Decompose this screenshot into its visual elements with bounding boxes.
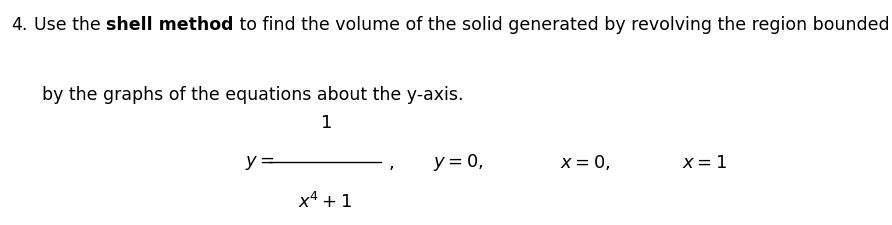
Text: $y = 0,$: $y = 0,$	[433, 152, 483, 172]
Text: $x = 0,$: $x = 0,$	[560, 153, 611, 171]
Text: $y =$: $y =$	[245, 153, 275, 171]
Text: 4.: 4.	[11, 16, 27, 34]
Text: by the graphs of the equations about the y-axis.: by the graphs of the equations about the…	[42, 86, 464, 104]
Text: $,$: $,$	[388, 153, 394, 171]
Text: $x = 1$: $x = 1$	[682, 153, 727, 171]
Text: $x^4 + 1$: $x^4 + 1$	[299, 191, 352, 211]
Text: $1$: $1$	[319, 114, 332, 132]
Text: shell method: shell method	[106, 16, 234, 34]
Text: Use the: Use the	[34, 16, 106, 34]
Text: to find the volume of the solid generated by revolving the region bounded: to find the volume of the solid generate…	[234, 16, 889, 34]
